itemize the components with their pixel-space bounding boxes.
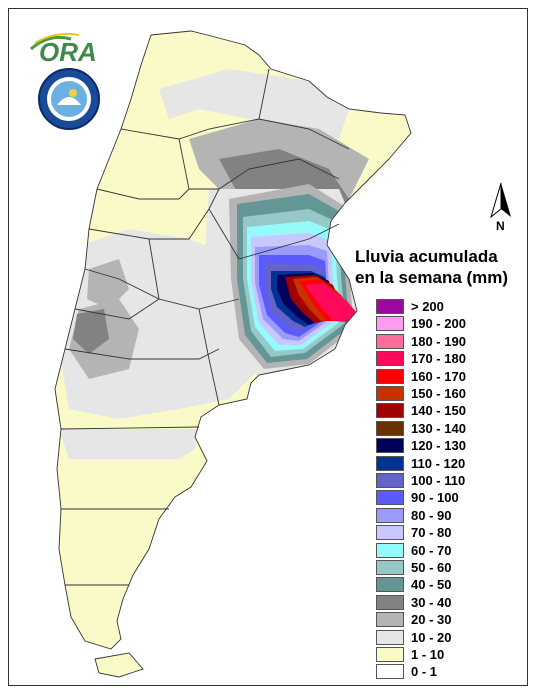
legend-item: 70 - 80 <box>376 524 526 542</box>
legend-swatch <box>376 473 404 488</box>
legend-label: 10 - 20 <box>411 629 452 645</box>
legend-label: 70 - 80 <box>411 525 452 541</box>
legend-item: 140 - 150 <box>376 402 526 420</box>
legend-item: 50 - 60 <box>376 559 526 577</box>
legend-swatch <box>376 525 404 541</box>
legend-swatch <box>376 629 404 645</box>
legend-label: 20 - 30 <box>411 612 452 628</box>
legend-swatch <box>376 542 404 558</box>
legend-swatch <box>376 368 404 384</box>
legend-item: 160 - 170 <box>376 368 526 386</box>
legend-item: 60 - 70 <box>376 542 526 560</box>
legend-item: > 200 <box>376 298 526 316</box>
legend-item: 180 - 190 <box>376 333 526 351</box>
legend-swatch <box>376 403 404 419</box>
legend-label: 110 - 120 <box>411 455 466 471</box>
legend-item: 90 - 100 <box>376 489 526 507</box>
legend-item: 1 - 10 <box>376 646 526 664</box>
legend-swatch <box>376 420 404 436</box>
legend-label: 100 - 110 <box>411 473 466 488</box>
legend-swatch <box>376 438 404 454</box>
legend-swatch <box>376 664 404 680</box>
legend-title-line1: Lluvia acumulada <box>355 247 498 266</box>
north-arrow-icon <box>490 182 511 219</box>
argentina-rainfall-map: ORA <box>30 30 412 678</box>
legend-title: Lluvia acumulada en la semana (mm) <box>355 246 508 288</box>
legend-swatch <box>376 316 404 332</box>
legend-label: 60 - 70 <box>411 542 452 558</box>
legend-item: 0 - 1 <box>376 663 526 681</box>
legend-label: 180 - 190 <box>411 333 466 349</box>
legend-item: 10 - 20 <box>376 629 526 647</box>
legend-swatch <box>376 490 404 506</box>
legend-item: 20 - 30 <box>376 611 526 629</box>
map-frame: ORA N Lluvia acumulada en la semana (mm)… <box>8 8 528 686</box>
legend-title-line2: en la semana (mm) <box>355 268 509 287</box>
legend-label: 80 - 90 <box>411 507 452 523</box>
legend-swatch <box>376 333 404 349</box>
legend-item: 150 - 160 <box>376 385 526 403</box>
legend-label: 0 - 1 <box>411 664 438 680</box>
legend-item: 100 - 110 <box>376 472 526 490</box>
legend-item: 80 - 90 <box>376 507 526 525</box>
legend-swatch <box>376 507 404 523</box>
legend-label: 90 - 100 <box>411 490 459 506</box>
north-label: N <box>496 219 505 233</box>
legend-item: 170 - 180 <box>376 350 526 368</box>
legend-label: 190 - 200 <box>411 316 466 332</box>
legend-swatch <box>376 351 404 367</box>
legend-item: 190 - 200 <box>376 315 526 333</box>
ora-logo-text: ORA <box>39 37 97 67</box>
legend-item: 110 - 120 <box>376 455 526 473</box>
legend-label: 130 - 140 <box>411 420 466 436</box>
legend-swatch <box>376 647 404 662</box>
legend-label: 150 - 160 <box>411 386 466 401</box>
legend-label: > 200 <box>411 299 444 314</box>
legend-label: 170 - 180 <box>411 351 466 367</box>
legend-swatch <box>376 560 404 575</box>
legend-swatch <box>376 612 404 628</box>
legend-label: 30 - 40 <box>411 594 452 610</box>
legend-swatch <box>376 577 404 593</box>
legend-item: 40 - 50 <box>376 576 526 594</box>
legend-item: 130 - 140 <box>376 420 526 438</box>
legend-label: 160 - 170 <box>411 368 466 384</box>
legend-item: 30 - 40 <box>376 594 526 612</box>
legend-swatch <box>376 299 404 314</box>
legend-label: 140 - 150 <box>411 403 466 419</box>
ora-logo: ORA <box>30 33 97 67</box>
legend-label: 50 - 60 <box>411 560 452 575</box>
legend-label: 120 - 130 <box>411 438 466 454</box>
legend-swatch <box>376 594 404 610</box>
legend-label: 40 - 50 <box>411 577 452 593</box>
legend-swatch <box>376 386 404 401</box>
legend-item: 120 - 130 <box>376 437 526 455</box>
legend-swatch <box>376 455 404 471</box>
legend-label: 1 - 10 <box>411 647 445 662</box>
smn-seal-icon <box>38 68 100 130</box>
